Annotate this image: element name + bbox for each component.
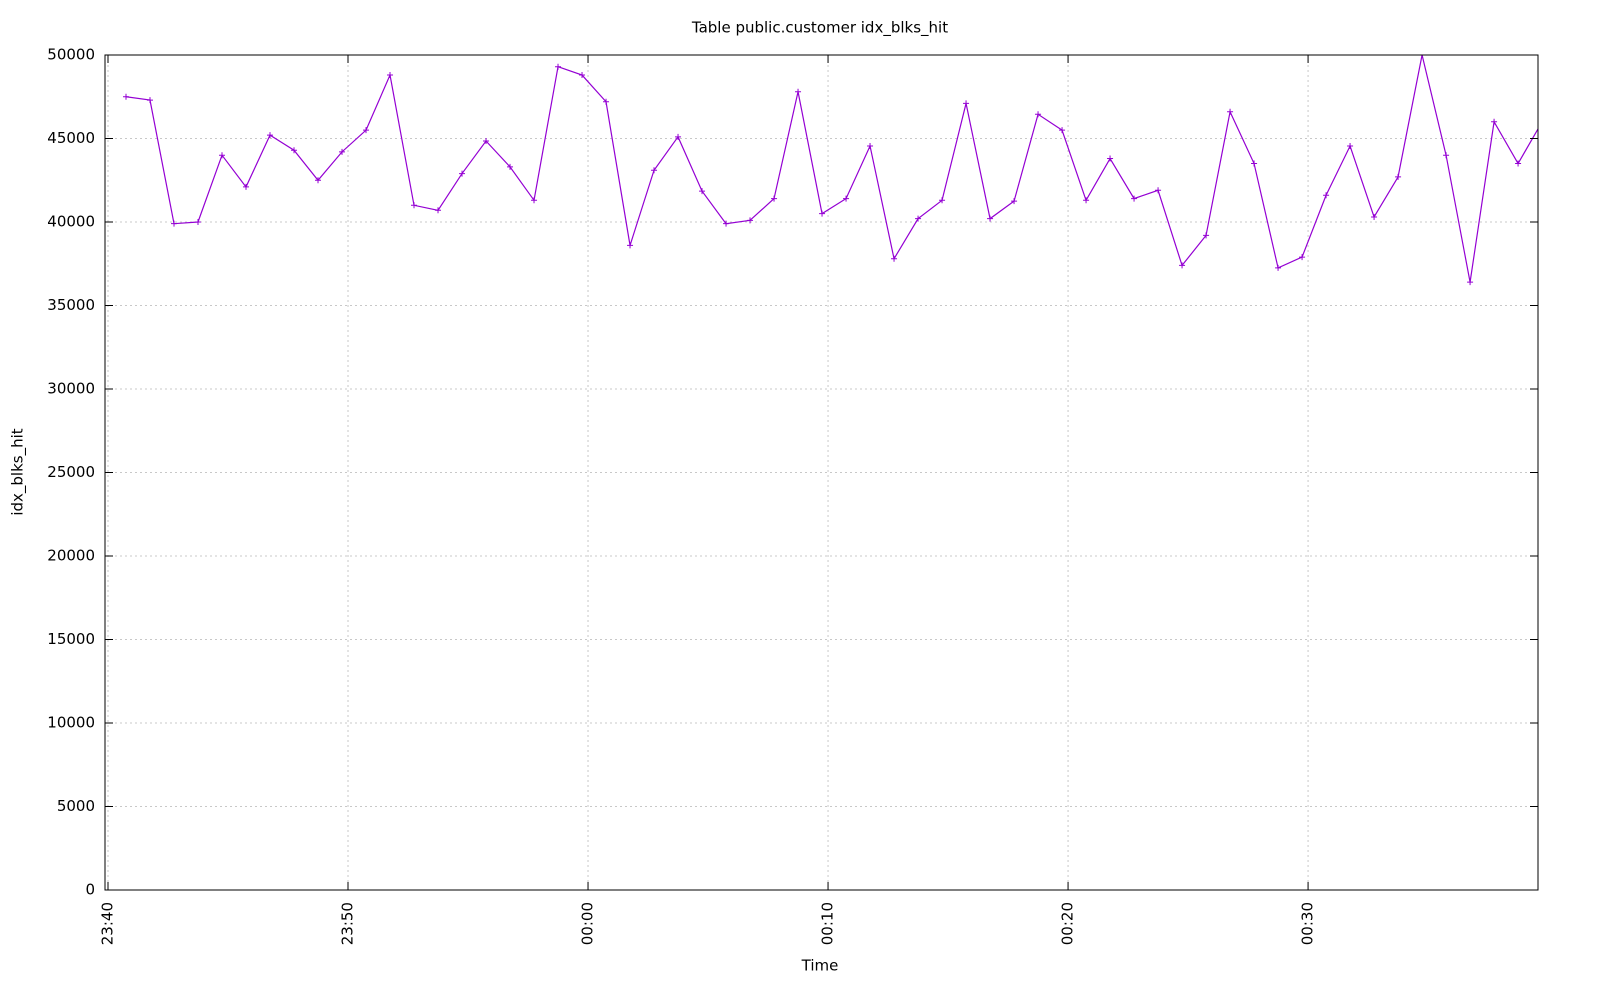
data-point bbox=[195, 219, 202, 225]
data-point bbox=[315, 177, 322, 184]
data-point bbox=[1395, 173, 1402, 180]
data-point bbox=[891, 255, 898, 262]
grid bbox=[105, 54, 1538, 891]
data-point bbox=[1035, 111, 1042, 118]
data-point bbox=[819, 210, 826, 217]
data-point bbox=[723, 220, 730, 227]
data-point bbox=[747, 217, 754, 224]
data-point bbox=[123, 93, 130, 100]
data-point bbox=[1491, 118, 1498, 125]
data-point bbox=[795, 88, 802, 95]
x-tick-label: 00:20 bbox=[1059, 902, 1077, 945]
data-point bbox=[1083, 197, 1090, 204]
data-point bbox=[867, 143, 874, 150]
data-point bbox=[1443, 152, 1450, 159]
data-point bbox=[843, 195, 850, 202]
y-tick-label: 45000 bbox=[47, 129, 95, 147]
data-point bbox=[1419, 55, 1426, 58]
x-axis-label: Time bbox=[801, 957, 839, 975]
data-point bbox=[1371, 213, 1378, 220]
data-point bbox=[339, 148, 346, 155]
y-tick-label: 30000 bbox=[47, 380, 95, 398]
data-point bbox=[411, 202, 418, 209]
data-point bbox=[579, 72, 586, 79]
x-tick-label: 00:30 bbox=[1299, 902, 1317, 945]
data-point bbox=[939, 197, 946, 204]
data-point bbox=[987, 215, 994, 222]
x-tick-label: 00:00 bbox=[579, 902, 597, 945]
data-point bbox=[147, 97, 154, 104]
data-point bbox=[1323, 192, 1330, 199]
data-point bbox=[219, 152, 226, 159]
data-point bbox=[1515, 160, 1522, 167]
data-point bbox=[531, 197, 538, 204]
data-point bbox=[1539, 119, 1545, 125]
data-point bbox=[1131, 195, 1138, 202]
data-point bbox=[651, 167, 658, 174]
y-tick-label: 20000 bbox=[47, 547, 95, 565]
x-tick-label: 23:50 bbox=[339, 902, 357, 945]
data-point bbox=[675, 133, 682, 140]
y-tick-label: 40000 bbox=[47, 213, 95, 231]
data-point bbox=[1107, 155, 1114, 162]
data-point bbox=[1179, 262, 1186, 269]
y-tick-label: 10000 bbox=[47, 714, 95, 732]
y-tick-label: 50000 bbox=[47, 46, 95, 64]
y-tick-label: 25000 bbox=[47, 463, 95, 481]
y-tick-label: 5000 bbox=[57, 797, 95, 815]
data-point bbox=[291, 147, 298, 154]
data-point bbox=[1347, 143, 1354, 150]
data-point bbox=[1227, 108, 1234, 115]
data-point bbox=[1251, 160, 1258, 167]
chart-title: Table public.customer idx_blks_hit bbox=[691, 19, 948, 38]
data-point bbox=[363, 127, 370, 134]
data-point bbox=[963, 100, 970, 107]
x-tick-label: 00:10 bbox=[819, 902, 837, 945]
series-line bbox=[125, 55, 1538, 283]
data-point bbox=[1467, 279, 1474, 286]
data-point bbox=[171, 220, 178, 227]
y-tick-label: 35000 bbox=[47, 296, 95, 314]
data-point bbox=[435, 207, 442, 214]
data-point bbox=[1203, 232, 1210, 239]
data-point bbox=[243, 183, 250, 190]
data-point bbox=[459, 170, 466, 177]
plot-area bbox=[123, 55, 1545, 286]
data-point bbox=[507, 163, 514, 170]
data-point bbox=[915, 215, 922, 222]
data-point bbox=[387, 72, 394, 79]
data-point bbox=[1011, 198, 1018, 205]
data-point bbox=[771, 195, 778, 202]
y-tick-label: 0 bbox=[85, 881, 95, 899]
data-point bbox=[555, 63, 562, 70]
data-point bbox=[267, 132, 274, 139]
data-point bbox=[1155, 187, 1162, 194]
data-point bbox=[483, 138, 490, 145]
y-axis-label: idx_blks_hit bbox=[9, 428, 28, 515]
data-point bbox=[603, 98, 610, 105]
data-point bbox=[627, 242, 634, 249]
y-tick-label: 15000 bbox=[47, 630, 95, 648]
data-point bbox=[699, 188, 706, 195]
x-tick-label: 23:40 bbox=[99, 902, 117, 945]
data-point bbox=[1275, 264, 1282, 271]
data-point bbox=[1059, 127, 1066, 134]
data-point bbox=[1299, 254, 1306, 261]
